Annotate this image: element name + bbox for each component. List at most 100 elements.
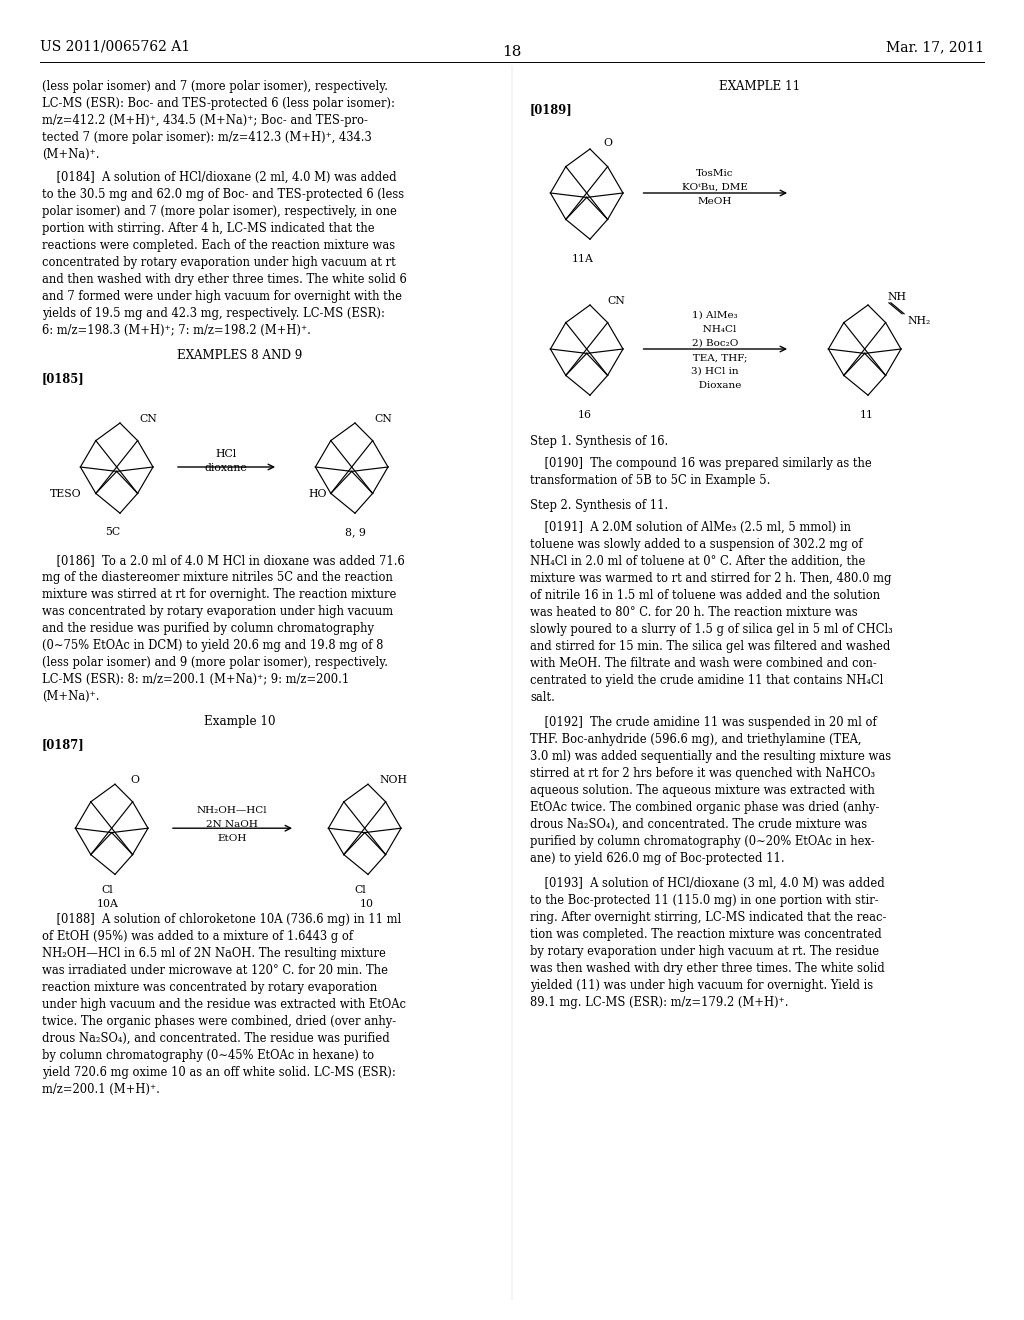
Text: reaction mixture was concentrated by rotary evaporation: reaction mixture was concentrated by rot… bbox=[42, 981, 377, 994]
Text: was concentrated by rotary evaporation under high vacuum: was concentrated by rotary evaporation u… bbox=[42, 605, 393, 618]
Text: and 7 formed were under high vacuum for overnight with the: and 7 formed were under high vacuum for … bbox=[42, 290, 402, 304]
Text: yields of 19.5 mg and 42.3 mg, respectively. LC-MS (ESR):: yields of 19.5 mg and 42.3 mg, respectiv… bbox=[42, 308, 385, 319]
Text: NH₂OH—HCl in 6.5 ml of 2N NaOH. The resulting mixture: NH₂OH—HCl in 6.5 ml of 2N NaOH. The resu… bbox=[42, 948, 386, 960]
Text: 2) Boc₂O: 2) Boc₂O bbox=[692, 339, 738, 348]
Text: [0187]: [0187] bbox=[42, 738, 85, 751]
Text: CN: CN bbox=[607, 296, 626, 306]
Text: HO: HO bbox=[309, 488, 328, 499]
Text: O: O bbox=[603, 139, 612, 148]
Text: [0185]: [0185] bbox=[42, 372, 85, 385]
Text: 11: 11 bbox=[860, 411, 874, 420]
Text: and the residue was purified by column chromatography: and the residue was purified by column c… bbox=[42, 622, 374, 635]
Text: 10: 10 bbox=[360, 899, 374, 908]
Text: KOᵗBu, DME: KOᵗBu, DME bbox=[682, 183, 748, 191]
Text: tion was completed. The reaction mixture was concentrated: tion was completed. The reaction mixture… bbox=[530, 928, 882, 941]
Text: reactions were completed. Each of the reaction mixture was: reactions were completed. Each of the re… bbox=[42, 239, 395, 252]
Text: 3.0 ml) was added sequentially and the resulting mixture was: 3.0 ml) was added sequentially and the r… bbox=[530, 750, 891, 763]
Text: concentrated by rotary evaporation under high vacuum at rt: concentrated by rotary evaporation under… bbox=[42, 256, 395, 269]
Text: was then washed with dry ether three times. The white solid: was then washed with dry ether three tim… bbox=[530, 962, 885, 975]
Text: TosMic: TosMic bbox=[696, 169, 734, 178]
Text: aqueous solution. The aqueous mixture was extracted with: aqueous solution. The aqueous mixture wa… bbox=[530, 784, 874, 797]
Text: polar isomer) and 7 (more polar isomer), respectively, in one: polar isomer) and 7 (more polar isomer),… bbox=[42, 205, 397, 218]
Text: EtOAc twice. The combined organic phase was dried (anhy-: EtOAc twice. The combined organic phase … bbox=[530, 801, 880, 814]
Text: was heated to 80° C. for 20 h. The reaction mixture was: was heated to 80° C. for 20 h. The react… bbox=[530, 606, 858, 619]
Text: CN: CN bbox=[140, 414, 158, 424]
Text: centrated to yield the crude amidine 11 that contains NH₄Cl: centrated to yield the crude amidine 11 … bbox=[530, 675, 884, 686]
Text: mg of the diastereomer mixture nitriles 5C and the reaction: mg of the diastereomer mixture nitriles … bbox=[42, 572, 393, 585]
Text: slowly poured to a slurry of 1.5 g of silica gel in 5 ml of CHCl₃: slowly poured to a slurry of 1.5 g of si… bbox=[530, 623, 893, 636]
Text: EXAMPLES 8 AND 9: EXAMPLES 8 AND 9 bbox=[177, 348, 303, 362]
Text: Example 10: Example 10 bbox=[204, 715, 275, 729]
Text: MeOH: MeOH bbox=[697, 197, 732, 206]
Text: Step 2. Synthesis of 11.: Step 2. Synthesis of 11. bbox=[530, 499, 669, 512]
Text: purified by column chromatography (0∼20% EtOAc in hex-: purified by column chromatography (0∼20%… bbox=[530, 836, 874, 847]
Text: 11A: 11A bbox=[572, 255, 594, 264]
Text: with MeOH. The filtrate and wash were combined and con-: with MeOH. The filtrate and wash were co… bbox=[530, 657, 877, 671]
Text: and stirred for 15 min. The silica gel was filtered and washed: and stirred for 15 min. The silica gel w… bbox=[530, 640, 891, 653]
Text: to the Boc-protected 11 (115.0 mg) in one portion with stir-: to the Boc-protected 11 (115.0 mg) in on… bbox=[530, 894, 879, 907]
Text: ring. After overnight stirring, LC-MS indicated that the reac-: ring. After overnight stirring, LC-MS in… bbox=[530, 911, 887, 924]
Text: ane) to yield 626.0 mg of Boc-protected 11.: ane) to yield 626.0 mg of Boc-protected … bbox=[530, 851, 784, 865]
Text: yielded (11) was under high vacuum for overnight. Yield is: yielded (11) was under high vacuum for o… bbox=[530, 979, 873, 993]
Text: 89.1 mg. LC-MS (ESR): m/z=179.2 (M+H)⁺.: 89.1 mg. LC-MS (ESR): m/z=179.2 (M+H)⁺. bbox=[530, 997, 788, 1008]
Text: HCl: HCl bbox=[215, 449, 237, 459]
Text: [0184]  A solution of HCl/dioxane (2 ml, 4.0 M) was added: [0184] A solution of HCl/dioxane (2 ml, … bbox=[42, 172, 396, 183]
Text: salt.: salt. bbox=[530, 690, 555, 704]
Text: yield 720.6 mg oxime 10 as an off white solid. LC-MS (ESR):: yield 720.6 mg oxime 10 as an off white … bbox=[42, 1067, 395, 1080]
Text: dioxane: dioxane bbox=[205, 463, 248, 473]
Text: [0188]  A solution of chloroketone 10A (736.6 mg) in 11 ml: [0188] A solution of chloroketone 10A (7… bbox=[42, 913, 401, 927]
Text: 3) HCl in: 3) HCl in bbox=[691, 367, 738, 376]
Text: drous Na₂SO₄), and concentrated. The crude mixture was: drous Na₂SO₄), and concentrated. The cru… bbox=[530, 818, 867, 832]
Text: 10A: 10A bbox=[97, 899, 119, 908]
Text: 16: 16 bbox=[578, 411, 592, 420]
Text: NH₂: NH₂ bbox=[907, 315, 931, 326]
Text: Cl: Cl bbox=[101, 886, 114, 895]
Text: NH₄Cl: NH₄Cl bbox=[693, 325, 736, 334]
Text: EXAMPLE 11: EXAMPLE 11 bbox=[720, 81, 801, 92]
Text: Cl: Cl bbox=[354, 886, 367, 895]
Text: was irradiated under microwave at 120° C. for 20 min. The: was irradiated under microwave at 120° C… bbox=[42, 964, 388, 977]
Text: and then washed with dry ether three times. The white solid 6: and then washed with dry ether three tim… bbox=[42, 273, 407, 286]
Text: mixture was stirred at rt for overnight. The reaction mixture: mixture was stirred at rt for overnight.… bbox=[42, 589, 396, 601]
Text: LC-MS (ESR): Boc- and TES-protected 6 (less polar isomer):: LC-MS (ESR): Boc- and TES-protected 6 (l… bbox=[42, 96, 395, 110]
Text: [0189]: [0189] bbox=[530, 103, 572, 116]
Text: US 2011/0065762 A1: US 2011/0065762 A1 bbox=[40, 40, 190, 54]
Text: 2N NaOH: 2N NaOH bbox=[206, 820, 258, 829]
Text: to the 30.5 mg and 62.0 mg of Boc- and TES-protected 6 (less: to the 30.5 mg and 62.0 mg of Boc- and T… bbox=[42, 187, 404, 201]
Text: [0193]  A solution of HCl/dioxane (3 ml, 4.0 M) was added: [0193] A solution of HCl/dioxane (3 ml, … bbox=[530, 876, 885, 890]
Text: Dioxane: Dioxane bbox=[689, 381, 741, 389]
Text: 1) AlMe₃: 1) AlMe₃ bbox=[692, 312, 738, 319]
Text: EtOH: EtOH bbox=[217, 834, 247, 843]
Text: (M+Na)⁺.: (M+Na)⁺. bbox=[42, 690, 99, 704]
Text: O: O bbox=[130, 775, 139, 785]
Text: 18: 18 bbox=[503, 45, 521, 59]
Text: m/z=200.1 (M+H)⁺.: m/z=200.1 (M+H)⁺. bbox=[42, 1084, 160, 1096]
Text: [0192]  The crude amidine 11 was suspended in 20 ml of: [0192] The crude amidine 11 was suspende… bbox=[530, 715, 877, 729]
Text: by column chromatography (0∼45% EtOAc in hexane) to: by column chromatography (0∼45% EtOAc in… bbox=[42, 1049, 374, 1063]
Text: toluene was slowly added to a suspension of 302.2 mg of: toluene was slowly added to a suspension… bbox=[530, 539, 862, 550]
Text: Mar. 17, 2011: Mar. 17, 2011 bbox=[886, 40, 984, 54]
Text: (M+Na)⁺.: (M+Na)⁺. bbox=[42, 148, 99, 161]
Text: (0∼75% EtOAc in DCM) to yield 20.6 mg and 19.8 mg of 8: (0∼75% EtOAc in DCM) to yield 20.6 mg an… bbox=[42, 639, 383, 652]
Text: by rotary evaporation under high vacuum at rt. The residue: by rotary evaporation under high vacuum … bbox=[530, 945, 880, 958]
Text: twice. The organic phases were combined, dried (over anhy-: twice. The organic phases were combined,… bbox=[42, 1015, 396, 1028]
Text: NH₂OH—HCl: NH₂OH—HCl bbox=[197, 807, 267, 816]
Text: LC-MS (ESR): 8: m/z=200.1 (M+Na)⁺; 9: m/z=200.1: LC-MS (ESR): 8: m/z=200.1 (M+Na)⁺; 9: m/… bbox=[42, 673, 349, 686]
Text: TESO: TESO bbox=[49, 488, 81, 499]
Text: TEA, THF;: TEA, THF; bbox=[683, 352, 748, 362]
Text: [0191]  A 2.0M solution of AlMe₃ (2.5 ml, 5 mmol) in: [0191] A 2.0M solution of AlMe₃ (2.5 ml,… bbox=[530, 521, 851, 535]
Text: NH: NH bbox=[888, 292, 907, 302]
Text: of nitrile 16 in 1.5 ml of toluene was added and the solution: of nitrile 16 in 1.5 ml of toluene was a… bbox=[530, 589, 880, 602]
Text: under high vacuum and the residue was extracted with EtOAc: under high vacuum and the residue was ex… bbox=[42, 998, 406, 1011]
Text: NOH: NOH bbox=[379, 775, 407, 785]
Text: (less polar isomer) and 9 (more polar isomer), respectively.: (less polar isomer) and 9 (more polar is… bbox=[42, 656, 388, 669]
Text: (less polar isomer) and 7 (more polar isomer), respectively.: (less polar isomer) and 7 (more polar is… bbox=[42, 81, 388, 92]
Text: m/z=412.2 (M+H)⁺, 434.5 (M+Na)⁺; Boc- and TES-pro-: m/z=412.2 (M+H)⁺, 434.5 (M+Na)⁺; Boc- an… bbox=[42, 114, 368, 127]
Text: of EtOH (95%) was added to a mixture of 1.6443 g of: of EtOH (95%) was added to a mixture of … bbox=[42, 931, 353, 944]
Text: NH₄Cl in 2.0 ml of toluene at 0° C. After the addition, the: NH₄Cl in 2.0 ml of toluene at 0° C. Afte… bbox=[530, 554, 865, 568]
Text: transformation of 5B to 5C in Example 5.: transformation of 5B to 5C in Example 5. bbox=[530, 474, 770, 487]
Text: Step 1. Synthesis of 16.: Step 1. Synthesis of 16. bbox=[530, 436, 669, 447]
Text: CN: CN bbox=[375, 414, 392, 424]
Text: tected 7 (more polar isomer): m/z=412.3 (M+H)⁺, 434.3: tected 7 (more polar isomer): m/z=412.3 … bbox=[42, 131, 372, 144]
Text: [0186]  To a 2.0 ml of 4.0 M HCl in dioxane was added 71.6: [0186] To a 2.0 ml of 4.0 M HCl in dioxa… bbox=[42, 554, 404, 568]
